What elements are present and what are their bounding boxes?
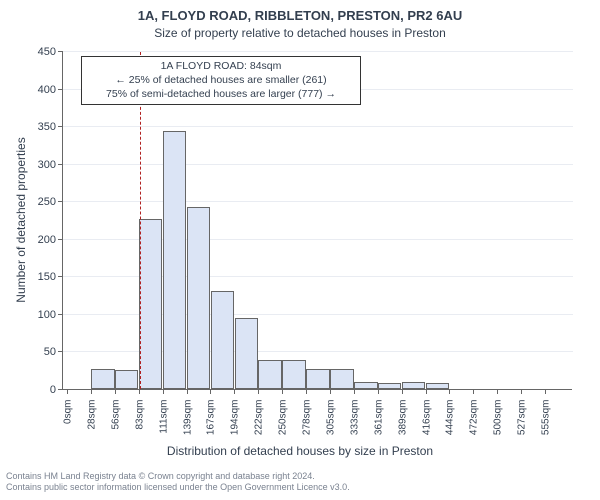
xtick-label: 389sqm xyxy=(397,400,408,440)
histogram-bar xyxy=(402,382,425,390)
histogram-bar xyxy=(306,369,329,389)
xtick-label: 28sqm xyxy=(86,400,97,440)
callout-line3: 75% of semi-detached houses are larger (… xyxy=(88,87,354,101)
xtick-mark xyxy=(473,389,474,394)
ytick-label: 350 xyxy=(6,121,56,133)
xtick-label: 361sqm xyxy=(373,400,384,440)
xtick-label: 444sqm xyxy=(445,400,456,440)
histogram-bar xyxy=(378,383,401,389)
histogram-bar xyxy=(282,360,305,389)
histogram-bar xyxy=(139,219,162,390)
ytick-label: 250 xyxy=(6,196,56,208)
footer-line1: Contains HM Land Registry data © Crown c… xyxy=(6,471,594,483)
xtick-mark xyxy=(402,389,403,394)
xtick-mark xyxy=(497,389,498,394)
chart-subtitle: Size of property relative to detached ho… xyxy=(0,24,600,40)
xtick-mark xyxy=(163,389,164,394)
xtick-label: 111sqm xyxy=(158,400,169,440)
xtick-label: 500sqm xyxy=(493,400,504,440)
xtick-label: 83sqm xyxy=(134,400,145,440)
ytick-mark xyxy=(58,276,63,277)
xtick-mark xyxy=(354,389,355,394)
xtick-label: 555sqm xyxy=(541,400,552,440)
xtick-mark xyxy=(115,389,116,394)
ytick-label: 100 xyxy=(6,309,56,321)
xtick-mark xyxy=(67,389,68,394)
xtick-label: 333sqm xyxy=(349,400,360,440)
xtick-label: 56sqm xyxy=(110,400,121,440)
ytick-label: 300 xyxy=(6,159,56,171)
xtick-label: 250sqm xyxy=(278,400,289,440)
ytick-mark xyxy=(58,126,63,127)
xtick-label: 167sqm xyxy=(206,400,217,440)
footer: Contains HM Land Registry data © Crown c… xyxy=(6,471,594,494)
xtick-label: 194sqm xyxy=(230,400,241,440)
xtick-label: 416sqm xyxy=(421,400,432,440)
ytick-label: 0 xyxy=(6,384,56,396)
ytick-label: 150 xyxy=(6,271,56,283)
xtick-label: 0sqm xyxy=(63,400,74,440)
histogram-bar xyxy=(258,360,281,389)
plot-area: 1A FLOYD ROAD: 84sqm ← 25% of detached h… xyxy=(62,52,572,390)
xtick-mark xyxy=(521,389,522,394)
xtick-mark xyxy=(330,389,331,394)
ytick-label: 450 xyxy=(6,46,56,58)
histogram-bar xyxy=(211,291,234,389)
xtick-mark xyxy=(426,389,427,394)
xtick-mark xyxy=(258,389,259,394)
ytick-mark xyxy=(58,164,63,165)
histogram-bar xyxy=(330,369,353,389)
ytick-label: 50 xyxy=(6,346,56,358)
ytick-mark xyxy=(58,314,63,315)
callout-box: 1A FLOYD ROAD: 84sqm ← 25% of detached h… xyxy=(81,56,361,105)
histogram-bar xyxy=(163,131,186,389)
callout-line2: ← 25% of detached houses are smaller (26… xyxy=(88,73,354,87)
ytick-mark xyxy=(58,389,63,390)
ytick-mark xyxy=(58,89,63,90)
xtick-mark xyxy=(234,389,235,394)
ytick-mark xyxy=(58,239,63,240)
ytick-label: 400 xyxy=(6,84,56,96)
xtick-mark xyxy=(282,389,283,394)
chart-title: 1A, FLOYD ROAD, RIBBLETON, PRESTON, PR2 … xyxy=(0,0,600,24)
xtick-label: 472sqm xyxy=(469,400,480,440)
xtick-mark xyxy=(210,389,211,394)
xtick-label: 527sqm xyxy=(517,400,528,440)
xtick-mark xyxy=(187,389,188,394)
histogram-bar xyxy=(354,382,377,390)
x-axis-title: Distribution of detached houses by size … xyxy=(0,444,600,458)
xtick-mark xyxy=(91,389,92,394)
xtick-mark xyxy=(449,389,450,394)
histogram-bar xyxy=(235,318,258,389)
xtick-label: 305sqm xyxy=(325,400,336,440)
xtick-label: 278sqm xyxy=(302,400,313,440)
histogram-bar xyxy=(91,369,114,389)
xtick-label: 139sqm xyxy=(182,400,193,440)
histogram-bar xyxy=(426,383,449,389)
chart-container: { "title": "1A, FLOYD ROAD, RIBBLETON, P… xyxy=(0,0,600,500)
xtick-label: 222sqm xyxy=(254,400,265,440)
xtick-mark xyxy=(139,389,140,394)
histogram-bar xyxy=(115,370,138,389)
xtick-mark xyxy=(306,389,307,394)
xtick-mark xyxy=(545,389,546,394)
callout-line1: 1A FLOYD ROAD: 84sqm xyxy=(88,59,354,73)
xtick-mark xyxy=(378,389,379,394)
ytick-mark xyxy=(58,51,63,52)
footer-line2: Contains public sector information licen… xyxy=(6,482,594,494)
ytick-mark xyxy=(58,351,63,352)
ytick-label: 200 xyxy=(6,234,56,246)
ytick-mark xyxy=(58,201,63,202)
histogram-bar xyxy=(187,207,210,389)
